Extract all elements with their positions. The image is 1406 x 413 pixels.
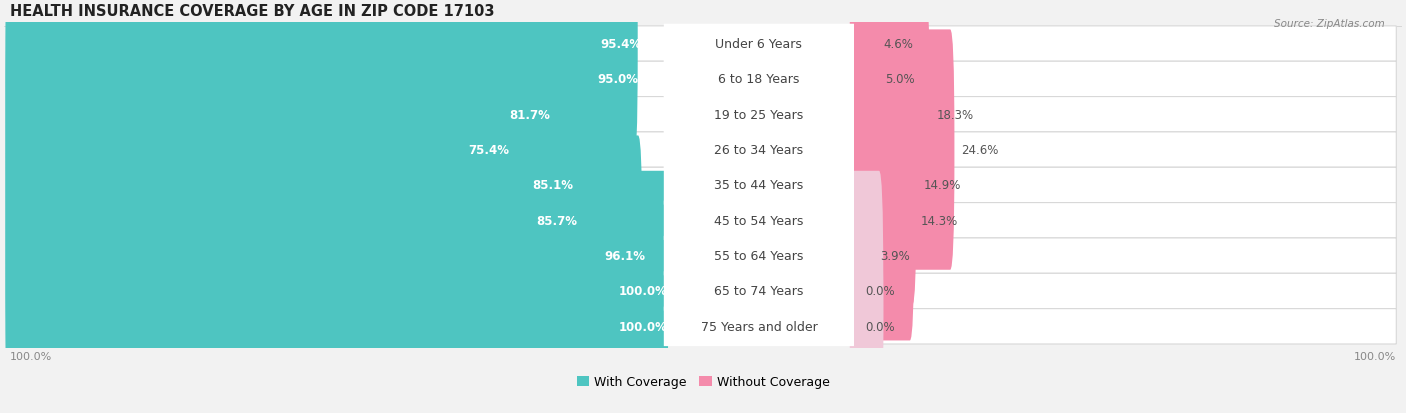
Text: 95.0%: 95.0%	[598, 73, 638, 86]
FancyBboxPatch shape	[664, 271, 853, 311]
FancyBboxPatch shape	[6, 171, 668, 411]
Text: 4.6%: 4.6%	[883, 38, 912, 51]
FancyBboxPatch shape	[10, 62, 1396, 97]
Text: 100.0%: 100.0%	[10, 351, 52, 361]
FancyBboxPatch shape	[10, 203, 1396, 238]
FancyBboxPatch shape	[664, 60, 853, 100]
FancyBboxPatch shape	[664, 201, 853, 240]
Text: 100.0%: 100.0%	[619, 285, 668, 298]
Text: 65 to 74 Years: 65 to 74 Years	[714, 285, 804, 298]
Text: 18.3%: 18.3%	[936, 109, 974, 121]
FancyBboxPatch shape	[849, 0, 876, 164]
FancyBboxPatch shape	[10, 27, 1396, 62]
Text: 81.7%: 81.7%	[509, 109, 551, 121]
FancyBboxPatch shape	[664, 131, 853, 170]
FancyBboxPatch shape	[6, 0, 547, 235]
FancyBboxPatch shape	[6, 101, 574, 341]
FancyBboxPatch shape	[849, 171, 883, 411]
FancyBboxPatch shape	[10, 133, 1396, 168]
FancyBboxPatch shape	[849, 66, 917, 305]
Text: 6 to 18 Years: 6 to 18 Years	[718, 73, 800, 86]
Text: Under 6 Years: Under 6 Years	[716, 38, 803, 51]
FancyBboxPatch shape	[10, 238, 1396, 274]
Text: 0.0%: 0.0%	[865, 320, 894, 333]
Text: 0.0%: 0.0%	[865, 285, 894, 298]
Text: Source: ZipAtlas.com: Source: ZipAtlas.com	[1274, 19, 1385, 28]
FancyBboxPatch shape	[10, 309, 1396, 344]
Text: 55 to 64 Years: 55 to 64 Years	[714, 249, 804, 263]
Text: 85.1%: 85.1%	[531, 179, 574, 192]
FancyBboxPatch shape	[664, 25, 853, 64]
Text: 35 to 44 Years: 35 to 44 Years	[714, 179, 804, 192]
FancyBboxPatch shape	[849, 136, 873, 376]
FancyBboxPatch shape	[10, 97, 1396, 133]
Text: 26 to 34 Years: 26 to 34 Years	[714, 144, 803, 157]
FancyBboxPatch shape	[10, 168, 1396, 203]
Text: 75.4%: 75.4%	[468, 144, 509, 157]
FancyBboxPatch shape	[664, 166, 853, 205]
FancyBboxPatch shape	[6, 0, 638, 164]
FancyBboxPatch shape	[6, 30, 506, 270]
FancyBboxPatch shape	[664, 236, 853, 276]
FancyBboxPatch shape	[10, 274, 1396, 309]
Text: 85.7%: 85.7%	[536, 214, 576, 227]
Text: 45 to 54 Years: 45 to 54 Years	[714, 214, 804, 227]
Text: 100.0%: 100.0%	[1354, 351, 1396, 361]
FancyBboxPatch shape	[849, 0, 929, 235]
FancyBboxPatch shape	[6, 66, 569, 305]
FancyBboxPatch shape	[6, 136, 643, 376]
Text: 100.0%: 100.0%	[619, 320, 668, 333]
Text: 95.4%: 95.4%	[600, 38, 641, 51]
FancyBboxPatch shape	[6, 206, 668, 413]
Text: 19 to 25 Years: 19 to 25 Years	[714, 109, 804, 121]
Legend: With Coverage, Without Coverage: With Coverage, Without Coverage	[572, 370, 834, 393]
FancyBboxPatch shape	[6, 0, 636, 199]
FancyBboxPatch shape	[849, 30, 955, 270]
FancyBboxPatch shape	[849, 101, 914, 341]
Text: 3.9%: 3.9%	[880, 249, 910, 263]
Text: 75 Years and older: 75 Years and older	[700, 320, 817, 333]
Text: HEALTH INSURANCE COVERAGE BY AGE IN ZIP CODE 17103: HEALTH INSURANCE COVERAGE BY AGE IN ZIP …	[10, 4, 495, 19]
FancyBboxPatch shape	[664, 95, 853, 135]
Text: 14.3%: 14.3%	[921, 214, 959, 227]
FancyBboxPatch shape	[849, 206, 883, 413]
FancyBboxPatch shape	[664, 307, 853, 346]
Text: 5.0%: 5.0%	[884, 73, 914, 86]
FancyBboxPatch shape	[849, 0, 877, 199]
Text: 14.9%: 14.9%	[924, 179, 960, 192]
Text: 24.6%: 24.6%	[962, 144, 998, 157]
Text: 96.1%: 96.1%	[605, 249, 645, 263]
